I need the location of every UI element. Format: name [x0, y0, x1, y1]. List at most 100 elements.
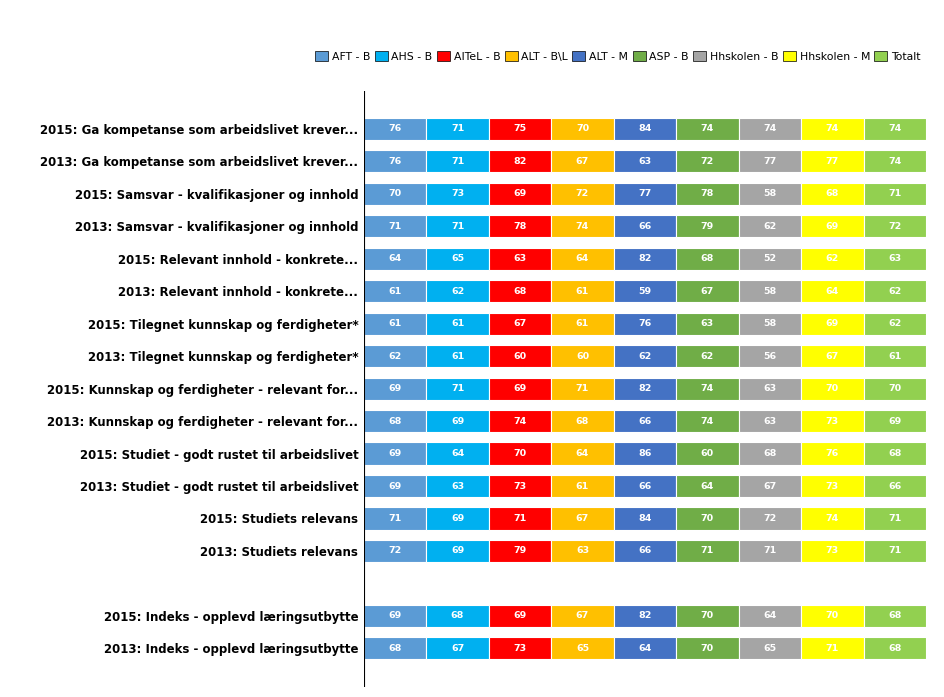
Text: 68: 68 — [887, 449, 901, 458]
Text: 74: 74 — [825, 514, 838, 523]
Text: 67: 67 — [763, 482, 776, 491]
Bar — [488, 637, 550, 659]
Text: 63: 63 — [575, 546, 588, 556]
Text: 61: 61 — [575, 286, 588, 296]
Bar — [738, 443, 801, 465]
Text: 79: 79 — [513, 546, 526, 556]
Bar — [426, 637, 488, 659]
Bar — [676, 118, 738, 140]
Bar — [550, 443, 613, 465]
Text: 74: 74 — [700, 384, 714, 393]
Bar — [550, 507, 613, 530]
Text: 72: 72 — [575, 189, 588, 198]
Bar — [550, 345, 613, 367]
Text: 67: 67 — [450, 644, 464, 653]
Bar — [863, 247, 925, 270]
Bar — [488, 540, 550, 562]
Bar — [738, 280, 801, 302]
Bar — [801, 150, 863, 172]
Text: 82: 82 — [637, 254, 651, 263]
Text: 65: 65 — [575, 644, 588, 653]
Text: 73: 73 — [513, 482, 526, 491]
Bar — [426, 150, 488, 172]
Bar — [738, 247, 801, 270]
Text: 67: 67 — [575, 157, 588, 166]
Text: 77: 77 — [825, 157, 838, 166]
Bar — [488, 118, 550, 140]
Text: 66: 66 — [637, 222, 651, 231]
Text: 76: 76 — [825, 449, 838, 458]
Bar — [676, 605, 738, 627]
Text: 69: 69 — [388, 611, 401, 620]
Bar — [613, 312, 676, 335]
Bar — [613, 280, 676, 302]
Text: 62: 62 — [637, 351, 651, 360]
Text: 61: 61 — [450, 319, 464, 328]
Text: 70: 70 — [700, 514, 714, 523]
Text: 61: 61 — [575, 482, 588, 491]
Text: 64: 64 — [575, 254, 588, 263]
Bar — [363, 215, 426, 237]
Text: 68: 68 — [575, 417, 588, 426]
Bar — [488, 605, 550, 627]
Bar — [801, 280, 863, 302]
Text: 69: 69 — [513, 384, 526, 393]
Bar — [801, 605, 863, 627]
Bar — [550, 215, 613, 237]
Bar — [550, 312, 613, 335]
Bar — [613, 410, 676, 432]
Bar — [676, 280, 738, 302]
Bar — [426, 605, 488, 627]
Text: 66: 66 — [637, 546, 651, 556]
Bar — [738, 312, 801, 335]
Bar — [488, 345, 550, 367]
Text: 76: 76 — [388, 124, 401, 133]
Bar — [363, 280, 426, 302]
Text: 70: 70 — [513, 449, 526, 458]
Text: 76: 76 — [388, 157, 401, 166]
Text: 63: 63 — [700, 319, 714, 328]
Bar — [488, 183, 550, 205]
Bar — [550, 410, 613, 432]
Bar — [801, 475, 863, 497]
Text: 71: 71 — [763, 546, 776, 556]
Bar — [676, 378, 738, 399]
Text: 58: 58 — [763, 189, 776, 198]
Bar — [613, 345, 676, 367]
Text: 78: 78 — [700, 189, 714, 198]
Bar — [738, 475, 801, 497]
Text: 74: 74 — [513, 417, 526, 426]
Bar — [676, 540, 738, 562]
Bar — [488, 475, 550, 497]
Bar — [426, 443, 488, 465]
Bar — [426, 215, 488, 237]
Text: 65: 65 — [763, 644, 776, 653]
Text: 86: 86 — [637, 449, 651, 458]
Bar — [550, 118, 613, 140]
Bar — [863, 150, 925, 172]
Text: 64: 64 — [825, 286, 838, 296]
Text: 70: 70 — [825, 384, 838, 393]
Bar — [801, 345, 863, 367]
Bar — [613, 475, 676, 497]
Bar — [550, 605, 613, 627]
Bar — [863, 507, 925, 530]
Bar — [613, 247, 676, 270]
Text: 70: 70 — [825, 611, 838, 620]
Bar — [676, 637, 738, 659]
Bar — [738, 118, 801, 140]
Bar — [363, 118, 426, 140]
Bar — [488, 410, 550, 432]
Bar — [863, 475, 925, 497]
Bar — [363, 605, 426, 627]
Text: 66: 66 — [637, 482, 651, 491]
Text: 68: 68 — [825, 189, 838, 198]
Bar — [738, 540, 801, 562]
Bar — [863, 540, 925, 562]
Text: 64: 64 — [637, 644, 651, 653]
Bar — [676, 345, 738, 367]
Bar — [363, 312, 426, 335]
Text: 69: 69 — [388, 482, 401, 491]
Text: 61: 61 — [575, 319, 588, 328]
Text: 60: 60 — [513, 351, 526, 360]
